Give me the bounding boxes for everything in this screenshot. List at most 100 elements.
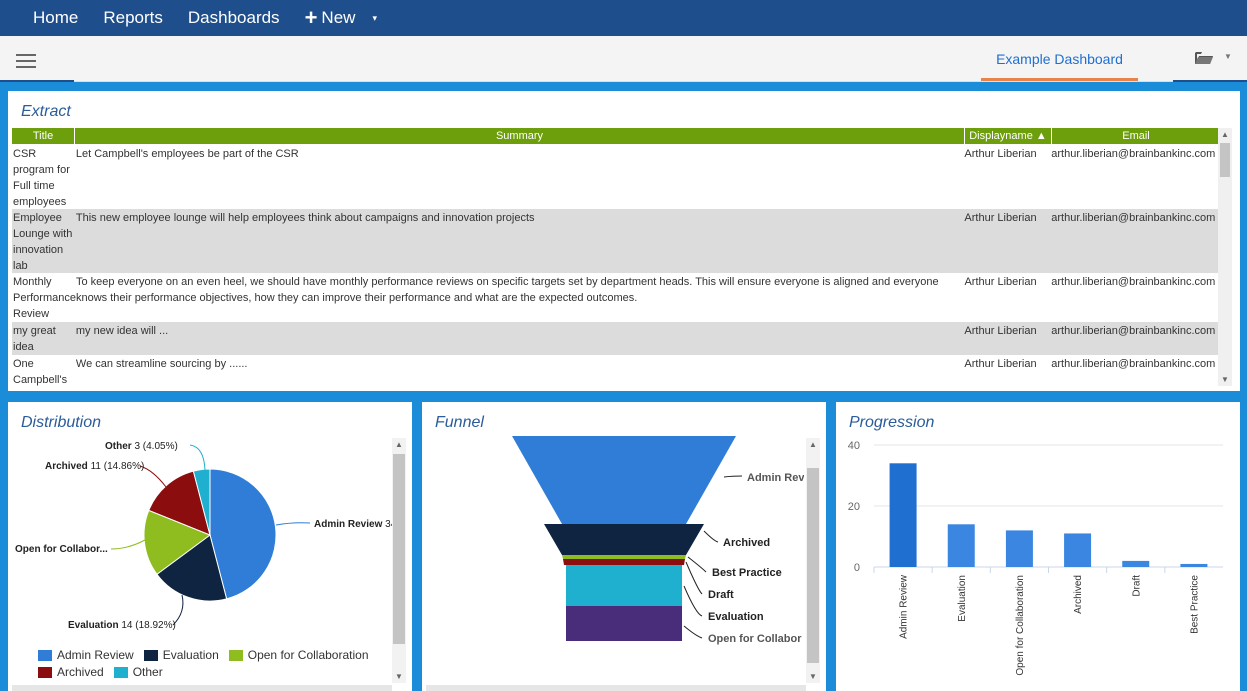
pie-slice-admin-review[interactable] [209, 468, 277, 600]
funnel-chart: Admin Rev Archived Best Practice Draft E… [512, 436, 804, 645]
hamburger-menu-icon[interactable] [16, 54, 36, 68]
cell-summary: To keep everyone on an even heel, we sho… [76, 276, 939, 304]
table-header: Title Summary Displayname ▲ Email [12, 128, 1221, 144]
table-row[interactable]: One Campbell's We can streamline sourcin… [12, 355, 1219, 386]
y-tick-label: 0 [854, 562, 860, 574]
scroll-up-icon[interactable]: ▲ [1221, 130, 1229, 139]
distribution-hscrollbar[interactable] [12, 685, 392, 691]
table-row[interactable]: CSR program for Full time employees Let … [12, 145, 1219, 209]
folder-dropdown-icon[interactable]: ▼ [1224, 52, 1232, 61]
label-evaluation: Evaluation 14 (18.92%) [68, 620, 176, 631]
funnel-panel: Funnel Admin Rev Archived Best Practice … [422, 402, 826, 691]
cell-email: arthur.liberian@brainbankinc.com [1051, 148, 1216, 160]
cell-email: arthur.liberian@brainbankinc.com [1051, 358, 1216, 370]
tab-example-dashboard[interactable]: Example Dashboard [996, 51, 1123, 67]
label-archived: Archived 11 (14.86%) [45, 461, 144, 472]
x-tick-label: Open for Collaboration [1015, 575, 1026, 676]
legend-item[interactable]: Admin Review [38, 648, 134, 662]
scroll-down-icon[interactable]: ▼ [395, 672, 403, 681]
bar-open-for-collaboration[interactable] [1005, 530, 1033, 567]
nav-dashboards[interactable]: Dashboards [187, 8, 280, 27]
distribution-scrollbar[interactable]: ▲ ▼ [392, 438, 406, 683]
folder-underline [1173, 80, 1247, 82]
funnel-segment-best-practice[interactable] [562, 555, 686, 559]
pie-slice-archived[interactable] [148, 470, 211, 536]
pie-slice-open-for-collaboration[interactable] [143, 509, 212, 575]
funnel-label-admin-review: Admin Rev [747, 472, 804, 484]
funnel-segment-open-for-collaboration[interactable] [566, 606, 682, 641]
table-body: CSR program for Full time employees Let … [12, 145, 1219, 386]
bar-evaluation[interactable] [947, 524, 975, 567]
extract-panel: Extract Title Summary Displayname ▲ Emai… [8, 91, 1240, 391]
bar-admin-review[interactable] [889, 463, 917, 567]
label-open-for-collaboration: Open for Collabor... [15, 544, 108, 555]
label-admin-review: Admin Review 34 [314, 519, 393, 530]
funnel-segment-evaluation[interactable] [566, 565, 682, 606]
x-tick-label: Evaluation [957, 575, 968, 622]
column-email[interactable]: Email [1052, 128, 1220, 144]
progression-title: Progression [849, 414, 935, 431]
x-tick-label: Archived [1073, 575, 1084, 614]
legend-item[interactable]: Archived [38, 665, 104, 679]
legend-item[interactable]: Open for Collaboration [228, 648, 369, 662]
legend-item[interactable]: Other [113, 665, 163, 679]
scroll-up-icon[interactable]: ▲ [809, 440, 817, 449]
cell-title: CSR program for Full time employees [13, 148, 70, 208]
funnel-label-open-for-collaboration: Open for Collabor [708, 633, 802, 645]
column-summary[interactable]: Summary [75, 128, 964, 144]
x-tick-label: Admin Review [899, 574, 910, 639]
progression-panel: Progression 0 20 40 Admin Review Evaluation… [836, 402, 1240, 691]
table-scrollbar[interactable]: ▲ ▼ [1218, 128, 1232, 386]
table-row[interactable]: Monthly Performance Review To keep every… [12, 273, 1219, 322]
cell-email: arthur.liberian@brainbankinc.com [1051, 325, 1216, 337]
scrollbar-thumb[interactable] [1220, 143, 1230, 177]
cell-summary: We can streamline sourcing by ...... [75, 358, 248, 370]
bar-archived[interactable] [1064, 533, 1092, 567]
legend-item[interactable]: Evaluation [143, 648, 219, 662]
funnel-label-draft: Draft [708, 589, 734, 601]
chevron-down-icon[interactable]: ▾ [372, 12, 377, 23]
funnel-hscrollbar[interactable] [426, 685, 806, 691]
pie-leader-line [139, 465, 167, 488]
folder-icon[interactable] [1195, 51, 1213, 65]
scroll-down-icon[interactable]: ▼ [809, 672, 817, 681]
scrollbar-thumb[interactable] [807, 468, 819, 663]
funnel-segment-draft[interactable] [563, 559, 685, 565]
bar-best-practice[interactable] [1180, 563, 1208, 567]
progression-bar-chart: 0 20 40 Admin Review Evaluation Open for Col… [848, 440, 1223, 676]
pie-slice-evaluation[interactable] [156, 534, 228, 602]
funnel-scrollbar[interactable]: ▲ ▼ [806, 438, 820, 683]
cell-summary: my new idea will ... [75, 325, 169, 337]
pie-slice-other[interactable] [192, 468, 211, 536]
cell-displayname: Arthur Liberian [964, 325, 1037, 337]
cell-email: arthur.liberian@brainbankinc.com [1051, 276, 1216, 288]
pie-leader-line [110, 539, 146, 550]
scrollbar-thumb[interactable] [393, 454, 405, 644]
funnel-title: Funnel [435, 414, 484, 431]
column-displayname[interactable]: Displayname ▲ [965, 128, 1051, 144]
pie-leader-line [275, 522, 311, 526]
bar-draft[interactable] [1122, 560, 1150, 567]
scroll-up-icon[interactable]: ▲ [395, 440, 403, 449]
table-row[interactable]: Employee Lounge with innovation lab This… [12, 209, 1219, 273]
nav-home[interactable]: Home [33, 8, 79, 27]
nav-new[interactable]: + New [305, 7, 356, 29]
cell-displayname: Arthur Liberian [964, 276, 1037, 288]
funnel-label-archived: Archived [723, 537, 770, 549]
funnel-segment-admin-review[interactable] [512, 436, 736, 524]
scroll-down-icon[interactable]: ▼ [1221, 375, 1229, 384]
cell-email: arthur.liberian@brainbankinc.com [1051, 212, 1216, 224]
funnel-label-best-practice: Best Practice [712, 567, 782, 579]
column-title[interactable]: Title [12, 128, 74, 144]
pie-leader-line [189, 444, 206, 471]
cell-title: my great idea [13, 325, 56, 353]
nav-reports[interactable]: Reports [103, 8, 163, 27]
funnel-segment-archived[interactable] [544, 524, 704, 555]
pie-leader-line [172, 594, 184, 626]
top-nav: Home Reports Dashboards + New ▾ [0, 0, 1247, 36]
cell-summary: This new employee lounge will help emplo… [75, 212, 535, 224]
extract-title: Extract [21, 103, 71, 120]
table-row[interactable]: my great idea my new idea will ... Arthu… [12, 322, 1219, 355]
x-tick-label: Best Practice [1189, 575, 1200, 634]
x-tick-label: Draft [1131, 575, 1142, 597]
